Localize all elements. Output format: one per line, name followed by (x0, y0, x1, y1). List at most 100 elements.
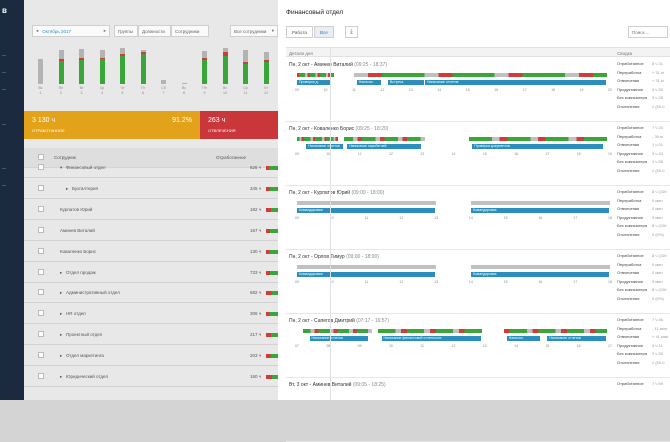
activity-timeline[interactable] (297, 265, 610, 269)
table-row[interactable]: Коваленко Борис 130 ч (24, 242, 278, 262)
hour-ticks: 09 10 11 12 13 14 15 16 17 18 (289, 216, 612, 221)
tab-employees[interactable]: Сотрудники (171, 25, 209, 37)
row-checkbox[interactable] (38, 164, 44, 170)
table-row[interactable]: ▸ HR отдел 306 ч (24, 304, 278, 325)
expand-arrow-icon[interactable]: ▸ (60, 374, 63, 379)
row-checkbox[interactable] (38, 184, 44, 191)
hour-tick-label: 13 (420, 152, 425, 156)
task-label[interactable]: Написание отчетов (425, 80, 607, 85)
row-checkbox[interactable] (38, 205, 44, 212)
summary-value: + 31 м (652, 69, 664, 75)
task-label[interactable]: Командировка (470, 272, 609, 277)
sidebar-item-1[interactable]: — (2, 52, 6, 57)
table-row[interactable]: ▸ Административный отдел 682 ч (24, 283, 278, 304)
day-bar[interactable] (181, 83, 187, 84)
segment-work[interactable]: Работа (286, 26, 313, 38)
table-row[interactable]: ▸ Отдел маркетинга 203 ч (24, 346, 278, 367)
activity-timeline[interactable] (297, 73, 610, 77)
activity-segment[interactable] (303, 329, 373, 333)
task-label[interactable]: Написание отчетов (309, 336, 368, 341)
expand-arrow-icon[interactable]: ▸ (66, 185, 69, 191)
row-checkbox[interactable] (38, 247, 44, 254)
task-label[interactable]: Встреча (388, 80, 425, 85)
month-activity-chart: Вс 1 Пн 2 Вт 3 Ср 4 Чт 5 Пт 6 Сб 7 Вс 8 Пн 9 Вт 10 Ср 11 Чт 12 (24, 44, 278, 100)
task-label[interactable]: Командировка (470, 208, 609, 213)
segment-all[interactable]: Все (314, 26, 334, 38)
download-button[interactable]: ⤓ (345, 26, 358, 38)
sidebar-item-6[interactable]: — (2, 182, 6, 187)
expand-arrow-icon[interactable]: ▸ (60, 332, 63, 338)
search-input[interactable] (628, 26, 668, 38)
task-label[interactable]: Написание харобэтчей (347, 144, 422, 149)
row-checkbox[interactable] (38, 352, 44, 359)
select-all-checkbox[interactable] (38, 154, 44, 160)
tab-positions[interactable]: Должности (138, 25, 171, 37)
sidebar-item-4[interactable]: — (2, 121, 6, 126)
day-row[interactable]: Вт, 3 окт - Аминев Виталий (09:05 - 18:2… (286, 378, 670, 442)
task-label[interactable]: Написание отчетов (547, 336, 606, 341)
row-checkbox[interactable] (38, 226, 44, 233)
day-row[interactable]: Пн, 2 окт - Сапегов Дмитрий (07:17 - 16:… (286, 314, 670, 378)
task-label[interactable]: Написание финансовой отчетности (381, 336, 481, 341)
activity-segment[interactable] (297, 201, 437, 205)
hour-tick-label: 09 (357, 344, 362, 348)
day-name-label: Сб (161, 86, 166, 90)
expand-arrow-icon[interactable]: ▸ (60, 311, 63, 317)
activity-segment[interactable] (343, 137, 426, 141)
task-label[interactable]: Написан. (506, 336, 541, 341)
day-row[interactable]: Пн, 2 окт - Орлов Тимур (09:00 - 18:00) К… (286, 250, 670, 314)
task-label[interactable]: Командировка (297, 208, 436, 213)
activity-segment[interactable] (353, 73, 608, 77)
sidebar-item-5[interactable]: — (2, 165, 6, 170)
table-row[interactable]: ▸ Проектный отдел 217 ч (24, 325, 278, 346)
sidebar-item-3[interactable]: — (2, 86, 6, 91)
activity-segment[interactable] (297, 137, 338, 141)
month-picker[interactable]: ◂ Октябрь 2017 ▸ (32, 25, 110, 37)
day-row[interactable]: Пн, 2 окт - Курпатов Юрий (09:00 - 18:00… (286, 186, 670, 250)
activity-segment[interactable] (503, 329, 607, 333)
activity-timeline[interactable] (297, 329, 610, 333)
day-row[interactable]: Пн, 2 окт - Аминев Виталий (09:25 - 18:3… (286, 58, 670, 122)
expand-arrow-icon[interactable]: ▸ (60, 269, 63, 275)
activity-timeline[interactable] (297, 137, 610, 141)
task-label[interactable]: Проверка д. (297, 80, 331, 85)
table-row[interactable]: ▸ Отдел продаж 733 ч (24, 263, 278, 283)
next-month-icon[interactable]: ▸ (103, 28, 106, 33)
col-worked[interactable]: Отработанное (216, 155, 247, 160)
employee-filter[interactable]: Все сотрудники ▾ (230, 25, 278, 37)
sidebar-item-2[interactable]: — (2, 69, 6, 74)
tab-groups[interactable]: Группы (114, 25, 138, 37)
prev-month-icon[interactable]: ◂ (36, 28, 39, 33)
activity-segment[interactable] (470, 201, 610, 205)
day-bar[interactable] (161, 80, 166, 84)
day-bar[interactable] (38, 59, 43, 84)
col-employee[interactable]: Сотрудник (54, 155, 76, 160)
row-checkbox[interactable] (38, 289, 44, 296)
day-row[interactable]: Пн, 2 окт - Коваленко Борис (09:25 - 18:… (286, 122, 670, 186)
row-checkbox[interactable] (38, 331, 44, 338)
task-label[interactable]: Написан. (356, 80, 382, 85)
activity-segment[interactable] (297, 265, 437, 269)
day-number-label: 4 (101, 91, 103, 95)
expand-arrow-icon[interactable]: ▾ (60, 165, 63, 170)
activity-timeline[interactable] (297, 201, 610, 205)
table-row[interactable]: Аминев Виталий 167 ч (24, 221, 278, 241)
summary-value: 2 (50.0 (652, 359, 665, 365)
task-label[interactable]: Написание отчетов (306, 144, 343, 149)
table-row[interactable]: ▸ Бухгалтерия 345 ч (24, 179, 278, 199)
activity-segment[interactable] (378, 329, 482, 333)
row-checkbox[interactable] (38, 373, 44, 379)
row-checkbox[interactable] (38, 268, 44, 275)
row-checkbox[interactable] (38, 310, 44, 317)
task-label[interactable]: Проверка документов (472, 144, 603, 149)
table-row[interactable]: Курпатов Юрий 182 ч (24, 200, 278, 220)
table-row[interactable]: ▸ Юридический отдел 160 ч (24, 367, 278, 387)
expand-arrow-icon[interactable]: ▸ (60, 290, 63, 296)
table-row[interactable]: ▾ Финансовый отдел 826 ч (24, 158, 278, 178)
activity-segment[interactable] (297, 73, 334, 77)
activity-segment[interactable] (470, 265, 610, 269)
activity-segment[interactable] (469, 137, 607, 141)
task-label[interactable]: Командировка (297, 272, 436, 277)
day-bar-productive (243, 64, 248, 84)
expand-arrow-icon[interactable]: ▸ (60, 353, 63, 359)
